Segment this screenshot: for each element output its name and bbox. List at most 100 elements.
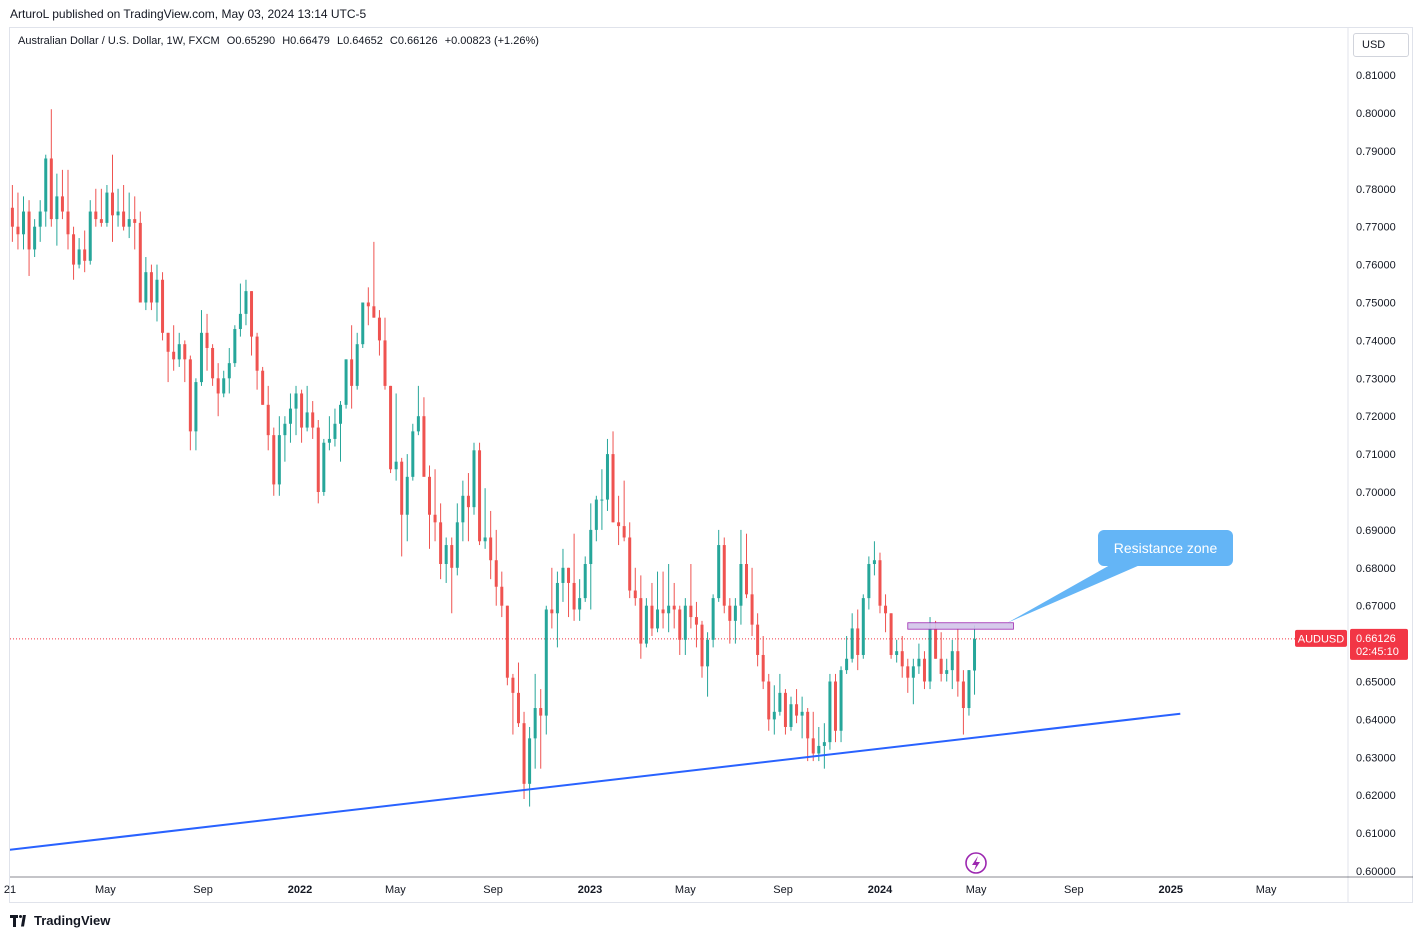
- candle-body: [783, 692, 787, 727]
- candle-body: [339, 404, 343, 424]
- candle-body: [222, 378, 226, 394]
- candle-body: [856, 628, 860, 655]
- candle-body: [177, 344, 181, 360]
- candle-body: [238, 313, 242, 330]
- chart-frame: [9, 27, 1413, 903]
- candle-body: [772, 711, 776, 720]
- candle-body: [433, 514, 437, 523]
- candle-body: [83, 249, 87, 261]
- candle-body: [750, 594, 754, 625]
- candle-body: [884, 605, 888, 614]
- candle-body: [161, 279, 165, 333]
- resistance-zone-box: [907, 622, 1014, 630]
- candle-body: [472, 450, 476, 508]
- price-tick-label: 0.78000: [1356, 184, 1396, 196]
- candle-body: [478, 450, 482, 542]
- candle-body: [377, 317, 381, 341]
- candle-body: [817, 745, 821, 754]
- candle-body: [683, 605, 687, 640]
- support-trendline: [10, 712, 1181, 851]
- candle-body: [38, 211, 42, 227]
- candle-body: [350, 359, 354, 386]
- candle-body: [806, 711, 810, 739]
- candle-body: [800, 711, 804, 716]
- candle-body: [288, 408, 292, 424]
- candle-body: [528, 738, 532, 784]
- candle-body: [55, 196, 59, 220]
- candle-body: [572, 582, 576, 610]
- candle-body: [739, 564, 743, 606]
- candle-body: [795, 704, 799, 716]
- candle-body: [66, 211, 70, 235]
- candle-body: [561, 567, 565, 583]
- lightning-bolt-icon: [972, 856, 980, 871]
- candle-body: [205, 332, 209, 348]
- candle-body: [266, 404, 270, 436]
- currency-button[interactable]: USD: [1353, 33, 1409, 57]
- candle-body: [605, 454, 609, 500]
- candle-body: [700, 624, 704, 667]
- time-tick-label: 2023: [578, 884, 602, 896]
- candle-body: [272, 435, 276, 485]
- candle-body: [16, 226, 20, 235]
- time-tick-label: Sep: [193, 884, 213, 896]
- candle-body: [505, 605, 509, 678]
- tradingview-logo-icon: [10, 914, 28, 927]
- candle-body: [722, 545, 726, 606]
- price-tick-label: 0.68000: [1356, 563, 1396, 575]
- candle-body: [711, 598, 715, 640]
- candle-body: [839, 670, 843, 731]
- candle-body: [88, 211, 92, 261]
- candle-body: [589, 529, 593, 565]
- candle-body: [967, 670, 971, 709]
- candle-body: [878, 560, 882, 606]
- tradingview-logo[interactable]: TradingView: [10, 913, 110, 928]
- candle-body: [483, 537, 487, 542]
- candle-body: [639, 598, 643, 644]
- candle-body: [594, 499, 598, 530]
- price-tick-label: 0.81000: [1356, 70, 1396, 82]
- legend-low: L0.64652: [336, 35, 383, 47]
- price-tick-label: 0.80000: [1356, 108, 1396, 120]
- candle-body: [22, 211, 26, 235]
- candle-body: [689, 605, 693, 618]
- candle-body: [405, 476, 409, 515]
- candle-body: [455, 522, 459, 568]
- price-tick-label: 0.64000: [1356, 714, 1396, 726]
- candle-body: [867, 564, 871, 599]
- candle-body: [578, 598, 582, 610]
- candle-body: [155, 279, 159, 303]
- candle-body: [49, 158, 53, 220]
- candle-body: [44, 158, 48, 212]
- candle-body: [255, 336, 259, 371]
- candle-body: [461, 495, 465, 523]
- candle-body: [973, 638, 977, 671]
- legend-high: H0.66479: [282, 35, 330, 47]
- candle-body: [934, 628, 938, 659]
- candle-body: [678, 609, 682, 640]
- candle-body: [694, 617, 698, 625]
- candle-body: [261, 370, 265, 405]
- candle-body: [778, 692, 782, 712]
- callout-box: [1098, 530, 1233, 566]
- candle-body: [550, 609, 554, 614]
- legend-close: C0.66126: [389, 35, 438, 47]
- legend-change: +0.00823 (+1.26%): [444, 35, 539, 47]
- candle-body: [244, 291, 248, 314]
- candle-body: [172, 351, 176, 360]
- candle-body: [828, 681, 832, 743]
- candle-body: [316, 427, 320, 492]
- price-tick-label: 0.72000: [1356, 411, 1396, 423]
- candle-body: [383, 340, 387, 386]
- time-tick-label: May: [95, 884, 116, 896]
- publisher-line: ArturoL published on TradingView.com, Ma…: [10, 7, 367, 21]
- candle-body: [33, 226, 37, 250]
- candle-body: [811, 738, 815, 754]
- price-tick-label: 0.77000: [1356, 222, 1396, 234]
- candle-body: [494, 560, 498, 587]
- candle-body: [861, 598, 865, 655]
- candle-body: [250, 291, 254, 337]
- candle-body: [767, 681, 771, 720]
- candle-body: [661, 609, 665, 614]
